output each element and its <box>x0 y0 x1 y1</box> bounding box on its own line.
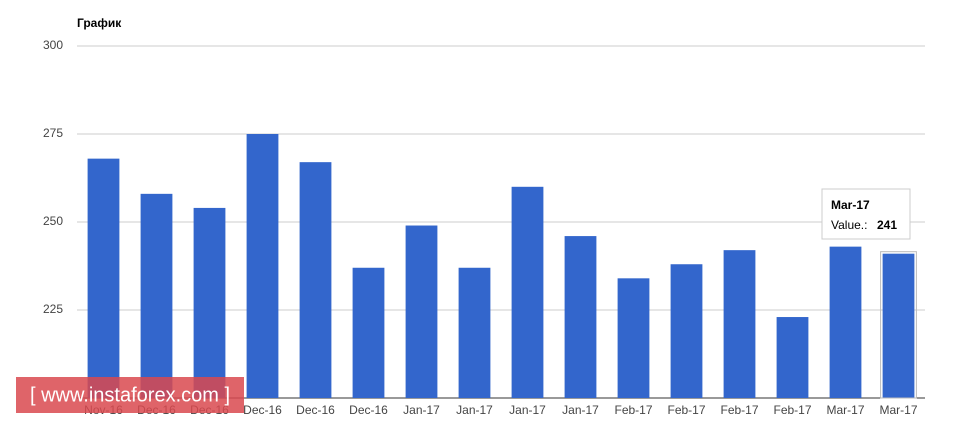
tooltip-value: 241 <box>877 218 897 232</box>
watermark: [ www.instaforex.com ] <box>30 384 230 406</box>
y-tick-label: 300 <box>43 38 63 52</box>
tooltip-title: Mar-17 <box>831 198 870 212</box>
x-tick-label: Jan-17 <box>456 403 493 417</box>
bar <box>723 250 756 398</box>
bar <box>352 267 385 398</box>
bar <box>193 207 226 398</box>
y-tick-label: 250 <box>43 214 63 228</box>
x-tick-label: Mar-17 <box>879 403 917 417</box>
x-tick-label: Mar-17 <box>826 403 864 417</box>
tooltip-box <box>821 188 911 240</box>
x-tick-label: Jan-17 <box>403 403 440 417</box>
x-tick-label: Dec-16 <box>243 403 282 417</box>
watermark-box <box>16 377 244 413</box>
bar <box>405 225 438 398</box>
bar <box>670 264 703 398</box>
x-tick-label: Feb-17 <box>614 403 652 417</box>
bar <box>87 158 120 398</box>
bar <box>617 278 650 398</box>
tooltip-label: Value.: <box>831 218 867 232</box>
bar <box>246 134 279 398</box>
x-tick-label: Feb-17 <box>667 403 705 417</box>
x-tick-label: Jan-17 <box>562 403 599 417</box>
x-tick-label: Jan-17 <box>509 403 546 417</box>
chart-title: График <box>77 16 122 30</box>
bar <box>776 317 809 398</box>
tooltip: Mar-17 Value.: 241 <box>821 188 911 240</box>
bar <box>829 246 862 398</box>
bar <box>564 236 597 398</box>
x-tick-label: Dec-16 <box>296 403 335 417</box>
x-tick-label: Feb-17 <box>773 403 811 417</box>
y-tick-label: 225 <box>43 302 63 316</box>
x-tick-label: Dec-16 <box>349 403 388 417</box>
bar <box>458 267 491 398</box>
bar <box>882 253 915 398</box>
bar <box>140 193 173 398</box>
y-tick-label: 275 <box>43 126 63 140</box>
x-tick-label: Feb-17 <box>720 403 758 417</box>
bar <box>511 186 544 398</box>
bar <box>299 162 332 398</box>
bar-highlight <box>880 251 917 399</box>
